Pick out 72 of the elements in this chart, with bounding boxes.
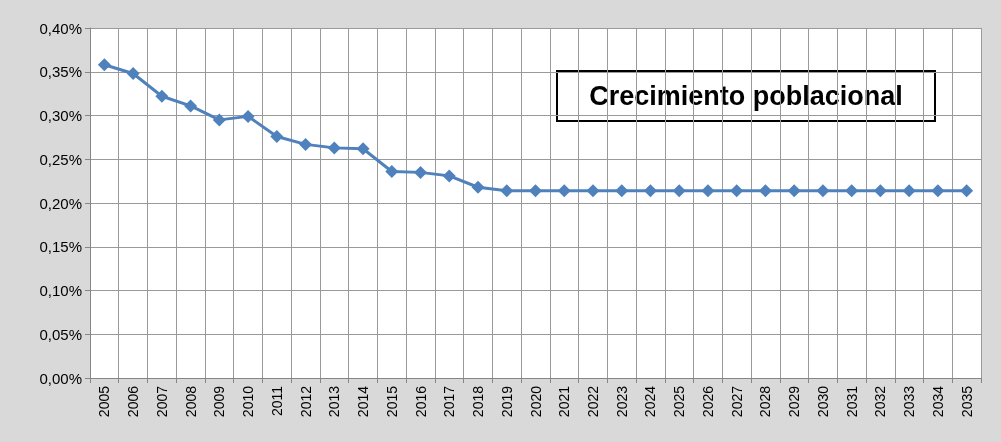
- x-tick-label: 2030: [814, 385, 831, 418]
- point: [471, 180, 485, 194]
- x-tick-label: 2005: [96, 385, 113, 418]
- point: [356, 142, 370, 156]
- y-tick-label: 0,35%: [39, 63, 82, 81]
- x-tick-label: 2023: [613, 385, 630, 418]
- x-tick-label: 2010: [240, 385, 257, 418]
- point: [126, 67, 140, 80]
- point: [816, 184, 830, 198]
- point: [414, 165, 428, 179]
- point: [241, 109, 255, 123]
- x-tick-label: 2015: [383, 385, 400, 418]
- point: [212, 113, 226, 127]
- x-tick-label: 2032: [872, 385, 889, 418]
- point: [442, 169, 456, 183]
- point: [529, 184, 542, 198]
- y-tick-label: 0,00%: [39, 369, 82, 387]
- point: [730, 184, 744, 198]
- x-tick-label: 2007: [153, 385, 170, 418]
- x-tick-label: 2033: [901, 385, 918, 418]
- x-tick-label: 2031: [843, 385, 860, 418]
- point: [557, 184, 571, 198]
- point: [586, 184, 600, 198]
- x-tick-label: 2019: [498, 385, 515, 418]
- x-tick-label: 2034: [929, 385, 946, 418]
- x-tick-label: 2024: [642, 385, 659, 418]
- y-tick-label: 0,10%: [39, 282, 82, 299]
- x-tick-label: 2006: [125, 385, 142, 418]
- x-tick-label: 2013: [326, 385, 343, 418]
- y-tick-label: 0,20%: [39, 194, 82, 212]
- point: [701, 184, 715, 198]
- point: [902, 184, 916, 198]
- point: [500, 184, 514, 198]
- x-tick-label: 2017: [441, 385, 458, 418]
- annotation: Crecimiento poblacional: [589, 81, 903, 111]
- point: [643, 184, 657, 198]
- point: [299, 137, 313, 151]
- point: [97, 58, 111, 72]
- y-tick-label: 0,40%: [39, 19, 82, 37]
- y-tick-label: 0,25%: [39, 150, 82, 168]
- x-tick-label: 2028: [757, 385, 774, 418]
- x-tick-label: 2022: [584, 385, 601, 418]
- point: [845, 184, 859, 198]
- x-tick-label: 2011: [268, 385, 285, 417]
- point: [758, 184, 772, 198]
- x-tick-label: 2029: [786, 385, 803, 418]
- x-tick-label: 2018: [470, 385, 487, 418]
- point: [615, 184, 629, 198]
- point: [873, 184, 887, 198]
- point: [327, 141, 341, 155]
- y-tick-label: 0,05%: [39, 325, 82, 343]
- point: [672, 184, 686, 198]
- x-tick-label: 2008: [182, 385, 199, 418]
- x-tick-label: 2027: [728, 385, 745, 418]
- point: [931, 184, 945, 198]
- point: [270, 130, 284, 143]
- y-tick-label: 0,30%: [39, 107, 82, 124]
- point: [385, 165, 399, 178]
- x-tick-label: 2035: [958, 385, 975, 418]
- x-tick-label: 2026: [699, 385, 716, 418]
- x-tick-label: 2012: [297, 385, 314, 418]
- x-tick-label: 2014: [355, 385, 372, 418]
- point: [787, 184, 801, 198]
- x-tick-label: 2009: [211, 385, 228, 418]
- x-tick-label: 2020: [527, 385, 544, 418]
- x-tick-label: 2025: [671, 385, 688, 418]
- point: [155, 89, 169, 103]
- x-tick-label: 2016: [412, 385, 429, 418]
- y-tick-label: 0,15%: [39, 238, 82, 256]
- point: [960, 184, 974, 198]
- point: [184, 99, 198, 113]
- x-tick-label: 2021: [556, 385, 573, 418]
